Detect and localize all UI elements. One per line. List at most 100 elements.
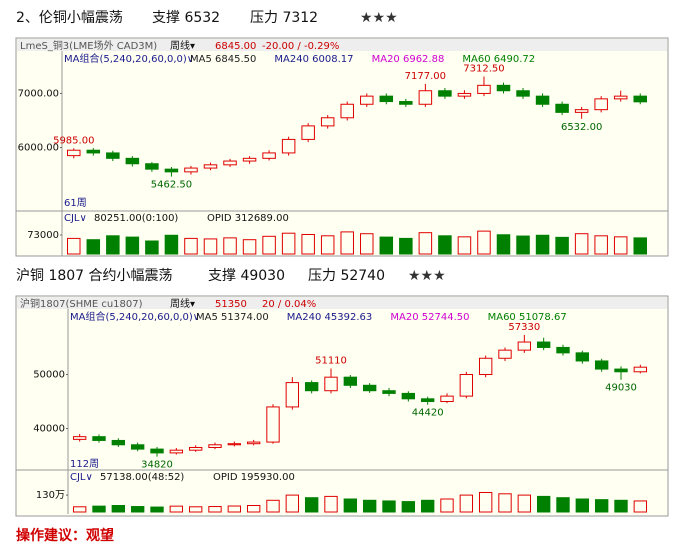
candle-body bbox=[536, 341, 551, 348]
candle-body bbox=[633, 366, 648, 373]
volume-bar bbox=[438, 235, 452, 255]
annotation: 5985.00 bbox=[53, 135, 94, 146]
volume-bar bbox=[498, 493, 512, 513]
candle-body bbox=[324, 376, 338, 392]
volume-bar bbox=[440, 498, 454, 513]
volume-bar bbox=[106, 235, 120, 255]
volume-bar bbox=[169, 505, 184, 513]
volume-bar bbox=[382, 500, 396, 513]
candle-body bbox=[340, 103, 354, 119]
candle-body bbox=[594, 360, 609, 370]
annotation: 6532.00 bbox=[561, 122, 602, 133]
ma-legend: MA5 51374.00 bbox=[196, 312, 269, 323]
volume-bar bbox=[266, 499, 280, 513]
volume-bar bbox=[203, 238, 218, 255]
period: 周线▾ bbox=[170, 297, 195, 310]
volume-bar bbox=[262, 235, 276, 255]
stars: ★★★ bbox=[360, 10, 398, 26]
volume-bar bbox=[130, 506, 145, 513]
candle-body bbox=[379, 95, 394, 103]
candle-body bbox=[203, 164, 218, 169]
candle-body bbox=[459, 373, 474, 397]
candle-body bbox=[184, 167, 198, 173]
volume-bar bbox=[150, 506, 164, 513]
candle-body bbox=[382, 390, 396, 394]
annotation: 49030 bbox=[605, 383, 637, 394]
y-tick-label: 6000.00 bbox=[18, 143, 59, 154]
quote: 51350 bbox=[215, 299, 247, 310]
annotation: 51110 bbox=[315, 355, 347, 366]
volume-bar bbox=[340, 231, 354, 255]
candle-body bbox=[304, 382, 319, 392]
volume-bar bbox=[517, 494, 532, 513]
candle-body bbox=[169, 449, 184, 454]
volume-bar bbox=[477, 230, 491, 255]
candle-body bbox=[555, 103, 569, 113]
candle-body bbox=[262, 152, 276, 159]
volume-bar bbox=[188, 506, 203, 513]
candle-body bbox=[242, 157, 257, 162]
volume-bar bbox=[164, 234, 179, 255]
volume-bar bbox=[418, 232, 433, 255]
candle-body bbox=[362, 384, 377, 392]
support: 支撑 6532 bbox=[152, 10, 220, 26]
volume-bar bbox=[613, 236, 628, 255]
volume-bar bbox=[594, 499, 609, 513]
volume-bar bbox=[343, 498, 358, 513]
candle-body bbox=[145, 163, 159, 170]
volume-bar bbox=[399, 237, 413, 255]
footer: 操作建议：观望 bbox=[16, 527, 114, 544]
candle-body bbox=[67, 149, 81, 157]
candle-body bbox=[418, 90, 433, 105]
candle-body bbox=[266, 406, 280, 443]
volume-bar bbox=[72, 506, 87, 513]
candle-body bbox=[343, 376, 358, 386]
candle-body bbox=[150, 448, 164, 454]
ma-legend: MA60 51078.67 bbox=[488, 312, 567, 323]
volume-bar bbox=[304, 497, 319, 513]
symbol: LmeS_铜3(LME场外 CAD3M) bbox=[20, 39, 157, 52]
support: 支撑 49030 bbox=[208, 268, 285, 284]
candle-body bbox=[72, 436, 87, 440]
candle-body bbox=[516, 90, 530, 97]
volume-info: 57138.00(48:52) bbox=[100, 472, 184, 483]
y-tick-label: 7000.00 bbox=[18, 88, 59, 99]
volume-opid: OPID 312689.00 bbox=[207, 213, 289, 224]
candle-body bbox=[130, 444, 145, 450]
volume-bar bbox=[324, 495, 338, 513]
volume-bar bbox=[281, 232, 296, 255]
y-tick-label: 50000 bbox=[33, 369, 65, 380]
candle-body bbox=[517, 341, 532, 351]
legend: MA组合(5,240,20,60,0,0)∨ bbox=[64, 52, 194, 65]
volume-bar bbox=[125, 236, 140, 255]
candle-body bbox=[457, 92, 472, 97]
volume-bar bbox=[246, 505, 261, 513]
volume-bar bbox=[633, 237, 647, 255]
resistance: 压力 52740 bbox=[308, 268, 385, 284]
volume-info: 80251.00(0:100) bbox=[94, 213, 178, 224]
candle-body bbox=[438, 90, 452, 97]
ma-legend: MA20 6962.88 bbox=[372, 54, 445, 65]
volume-bar bbox=[242, 239, 257, 255]
volume-bar bbox=[594, 235, 608, 255]
candle-body bbox=[401, 392, 416, 400]
volume-bar bbox=[496, 234, 511, 255]
volume-opid: OPID 195930.00 bbox=[213, 472, 295, 483]
quote: 20 / 0.04% bbox=[262, 299, 316, 310]
volume-bar bbox=[360, 233, 374, 255]
volume-bar bbox=[516, 235, 530, 255]
period: 周线▾ bbox=[170, 39, 195, 52]
volume-bar bbox=[320, 235, 335, 255]
candle-body bbox=[575, 352, 590, 362]
volume-bar bbox=[478, 492, 493, 513]
candle-body bbox=[86, 149, 101, 154]
heading-title: 2、伦铜小幅震荡 bbox=[16, 10, 123, 26]
panel-1 bbox=[15, 37, 669, 257]
candle-body bbox=[633, 95, 647, 103]
candle-body bbox=[498, 349, 512, 359]
resistance: 压力 7312 bbox=[250, 10, 318, 26]
volume-bar bbox=[575, 498, 590, 513]
volume-bar bbox=[574, 233, 589, 255]
annotation: 5462.50 bbox=[151, 180, 192, 191]
info-bar bbox=[17, 39, 667, 51]
